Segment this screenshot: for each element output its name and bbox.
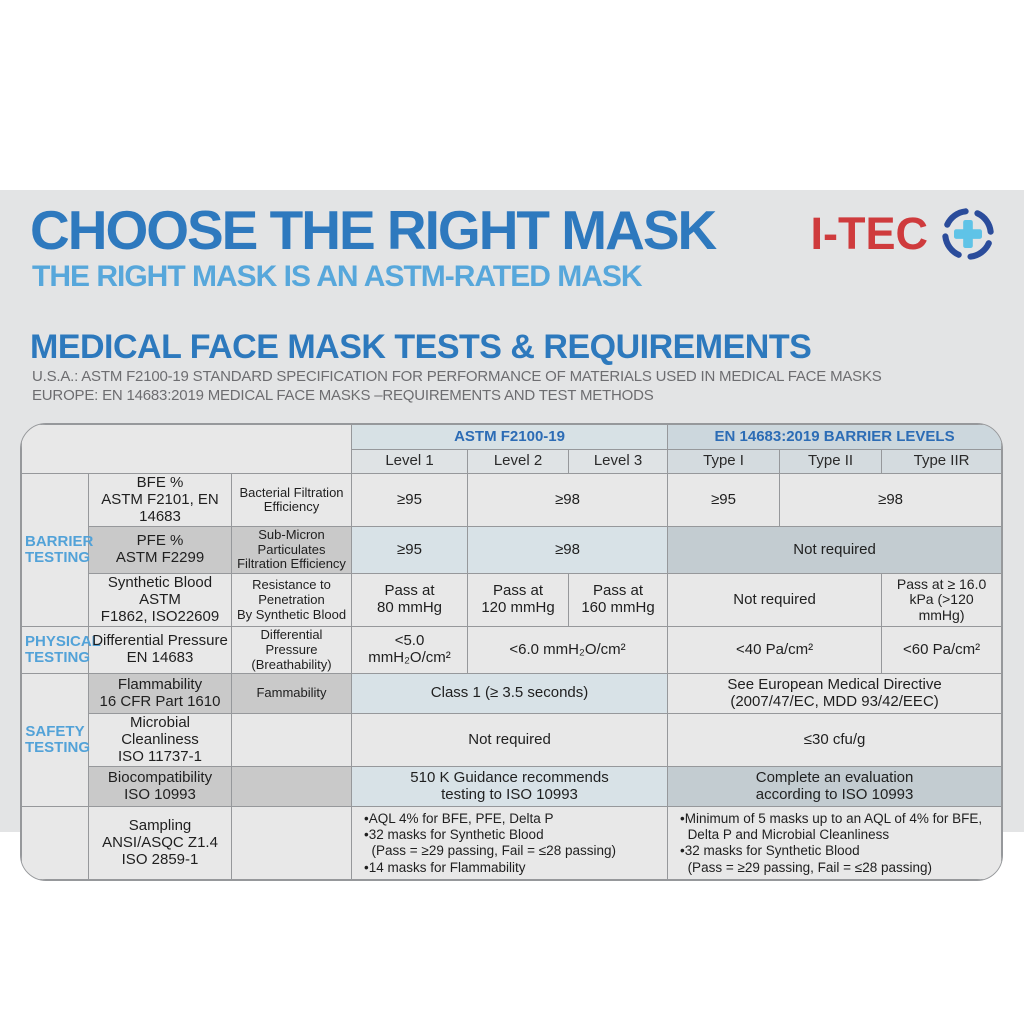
note-europe: EUROPE: EN 14683:2019 MEDICAL FACE MASKS… [32, 387, 654, 404]
sampling-category-cell [21, 806, 89, 881]
col-header-level2: Level 2 [467, 449, 570, 474]
requirements-table: ASTM F2100-19 EN 14683:2019 BARRIER LEVE… [20, 423, 1003, 882]
bfe-test-cell: BFE % ASTM F2101, EN 14683 [88, 472, 232, 528]
row-flammability: SAFETY TESTING Flammability 16 CFR Part … [21, 673, 1002, 808]
page-title: CHOOSE THE RIGHT MASK [30, 199, 717, 261]
biocompat-en-cell: Complete an evaluation according to ISO … [667, 766, 1002, 808]
biocompat-desc-cell [230, 766, 353, 808]
group-header-astm: ASTM F2100-19 [351, 424, 669, 450]
col-header-type1: Type I [667, 449, 781, 474]
col-header-type2: Type II [779, 449, 883, 474]
flam-en-cell: See European Medical Directive (2007/47/… [667, 673, 1002, 715]
microbial-desc-cell [230, 713, 353, 768]
row-sampling: Sampling ANSI/ASQC Z1.4 ISO 2859-1 •AQL … [21, 806, 1002, 881]
row-differential-pressure: PHYSICAL TESTING Differential Pressure E… [21, 626, 1002, 675]
bfe-level1-cell: ≥95 [351, 472, 469, 528]
diff-desc-cell: Differential Pressure (Breathability) [230, 626, 353, 675]
bfe-desc-cell: Bacterial Filtration Efficiency [230, 472, 353, 528]
bfe-level23-cell: ≥98 [467, 472, 669, 528]
flam-astm-cell: Class 1 (≥ 3.5 seconds) [351, 673, 669, 715]
blood-type12-cell: Not required [667, 573, 883, 628]
pfe-test-cell: PFE % ASTM F2299 [88, 526, 232, 575]
row-biocompatibility: Biocompatibility ISO 10993 510 K Guidanc… [22, 766, 1002, 808]
corner-cell [21, 424, 353, 474]
row-microbial-cleanliness: Microbial Cleanliness ISO 11737-1 Not re… [22, 713, 1002, 768]
microbial-en-cell: ≤30 cfu/g [667, 713, 1002, 768]
flam-test-cell: Flammability 16 CFR Part 1610 [88, 673, 232, 715]
flam-desc-cell: Fammability [230, 673, 353, 715]
brand-logo: I-TEC [811, 206, 997, 262]
blood-level1-cell: Pass at 80 mmHg [351, 573, 469, 628]
diff-typeiir-cell: <60 Pa/cm² [881, 626, 1002, 675]
section-title: MEDICAL FACE MASK TESTS & REQUIREMENTS [30, 328, 812, 366]
blood-level3-cell: Pass at 160 mmHg [568, 573, 669, 628]
page-subtitle: THE RIGHT MASK IS AN ASTM-RATED MASK [32, 260, 643, 293]
diff-type12-cell: <40 Pa/cm² [667, 626, 883, 675]
blood-test-cell: Synthetic Blood ASTM F1862, ISO22609 [88, 573, 232, 628]
brand-logo-text: I-TEC [810, 208, 929, 259]
group-header-en: EN 14683:2019 BARRIER LEVELS [667, 424, 1002, 450]
pfe-desc-cell: Sub-Micron Particulates Filtration Effic… [230, 526, 353, 575]
row-synthetic-blood: Synthetic Blood ASTM F1862, ISO22609 Res… [22, 573, 1002, 628]
sampling-desc-cell [230, 806, 353, 881]
row-bfe: BARRIER TESTING BFE % ASTM F2101, EN 146… [21, 472, 1002, 628]
col-header-level1: Level 1 [351, 449, 469, 474]
diff-test-cell: Differential Pressure EN 14683 [88, 626, 232, 675]
row-pfe: PFE % ASTM F2299 Sub-Micron Particulates… [22, 526, 1002, 575]
note-usa: U.S.A.: ASTM F2100-19 STANDARD SPECIFICA… [32, 368, 882, 385]
sampling-test-cell: Sampling ANSI/ASQC Z1.4 ISO 2859-1 [88, 806, 232, 881]
sampling-astm-cell: •AQL 4% for BFE, PFE, Delta P •32 masks … [351, 806, 669, 881]
bfe-type1-cell: ≥95 [667, 472, 781, 528]
category-safety-testing: SAFETY TESTING [21, 673, 90, 808]
blood-typeiir-cell: Pass at ≥ 16.0 kPa (>120 mmHg) [881, 573, 1002, 628]
biocompat-test-cell: Biocompatibility ISO 10993 [88, 766, 232, 808]
microbial-astm-cell: Not required [351, 713, 669, 768]
group-header-row: ASTM F2100-19 EN 14683:2019 BARRIER LEVE… [21, 424, 1002, 474]
biocompat-astm-cell: 510 K Guidance recommends testing to ISO… [351, 766, 669, 808]
category-physical-testing: PHYSICAL TESTING [21, 626, 101, 675]
col-header-level3: Level 3 [568, 449, 669, 474]
pfe-en-cell: Not required [667, 526, 1002, 575]
pfe-level1-cell: ≥95 [351, 526, 469, 575]
blood-desc-cell: Resistance to Penetration By Synthetic B… [230, 573, 353, 628]
plus-ring-icon [942, 208, 994, 260]
category-barrier-testing: BARRIER TESTING [21, 472, 93, 628]
infographic-panel: CHOOSE THE RIGHT MASK I-TEC THE RIGHT MA… [0, 190, 1024, 882]
diff-level23-cell: <6.0 mmH₂O/cm² [467, 626, 669, 675]
diff-level1-cell: <5.0 mmH₂O/cm² [351, 626, 469, 675]
pfe-level23-cell: ≥98 [467, 526, 669, 575]
bfe-type2iir-cell: ≥98 [779, 472, 1002, 528]
sampling-en-cell: •Minimum of 5 masks up to an AQL of 4% f… [667, 806, 1002, 881]
blood-level2-cell: Pass at 120 mmHg [467, 573, 570, 628]
col-header-typeiir: Type IIR [881, 449, 1002, 474]
column-header-row: Level 1 Level 2 Level 3 Type I Type II T… [22, 449, 1002, 474]
microbial-test-cell: Microbial Cleanliness ISO 11737-1 [88, 713, 232, 768]
